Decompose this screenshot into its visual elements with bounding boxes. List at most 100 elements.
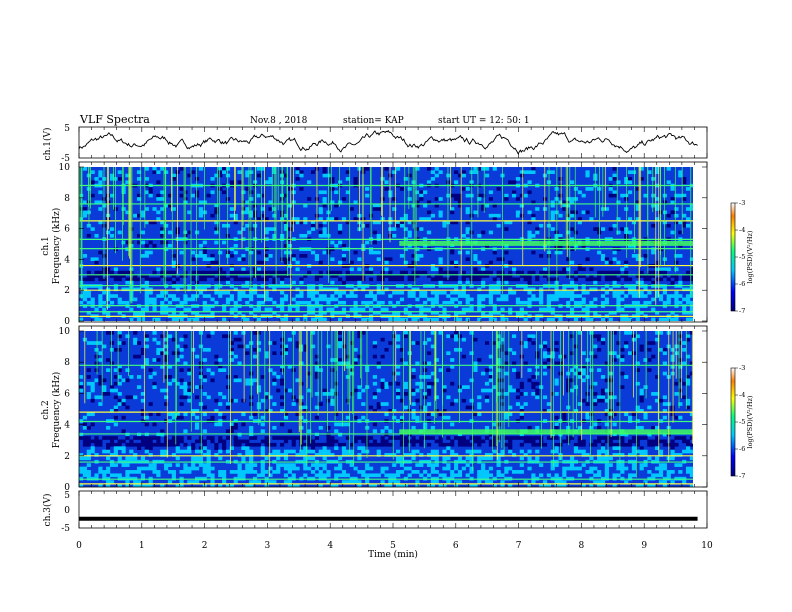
spectrogram-cell — [357, 331, 362, 335]
ch3-ytick-top: 5 — [64, 491, 70, 501]
spectrogram-cell — [566, 197, 571, 201]
spectrogram-cell — [689, 473, 693, 478]
spectrogram-cell — [635, 405, 640, 410]
spectrogram-cell — [682, 197, 687, 201]
spectrogram-cell — [492, 385, 497, 389]
spectrogram-cell — [102, 388, 107, 393]
spectrogram-cell — [198, 254, 204, 258]
spectrogram-cell — [477, 405, 482, 410]
spectrogram-cell — [237, 439, 242, 444]
spectrogram-cell — [187, 381, 192, 386]
spectrogram-cell — [473, 277, 478, 282]
spectrogram-cell — [136, 466, 142, 471]
spectrogram-cell — [589, 412, 594, 417]
spectrogram-cell — [372, 483, 377, 487]
spectrogram-cell — [508, 260, 513, 265]
spectrogram-cell — [678, 364, 683, 369]
spectrogram-cell — [361, 287, 366, 292]
spectrogram-cell — [86, 436, 91, 440]
spectrogram-cell — [241, 456, 246, 461]
spectrogram-cell — [662, 480, 667, 484]
spectrogram-cell — [167, 244, 173, 248]
spectrogram-cell — [98, 395, 103, 400]
spectrogram-cell — [129, 317, 134, 321]
spectrogram-cell — [82, 254, 88, 258]
spectrogram-cell — [608, 177, 613, 181]
spectrogram-cell — [678, 170, 683, 174]
spectrogram-cell — [488, 442, 493, 447]
spectrogram-cell — [171, 254, 176, 258]
spectrogram-cell — [519, 409, 524, 413]
spectrogram-cell — [361, 473, 366, 478]
spectrogram-cell — [689, 466, 693, 471]
spectrogram-cell — [372, 442, 377, 447]
spectrogram-cell — [396, 310, 401, 315]
spectrogram-cell — [573, 197, 579, 201]
spectrogram-cell — [635, 290, 640, 295]
spectrogram-cell — [210, 274, 215, 278]
spectrogram-cell — [446, 456, 451, 461]
spectrogram-cell — [473, 449, 478, 454]
spectrogram-cell — [519, 405, 524, 410]
spectrogram-cell — [519, 392, 524, 396]
spectrogram-cell — [396, 470, 401, 474]
spectrogram-cell — [674, 274, 679, 278]
spectrogram-cell — [685, 287, 691, 292]
spectrogram-cell — [450, 381, 455, 386]
spectrogram-cell — [477, 270, 482, 275]
spectrogram-cell — [264, 230, 269, 235]
spectrogram-cell — [210, 254, 215, 258]
spectrogram-cell — [210, 436, 215, 440]
spectrogram-cell — [396, 364, 401, 369]
spectrogram-cell — [504, 317, 509, 321]
spectrogram-cell — [191, 297, 196, 302]
spectrogram-cell — [655, 197, 660, 201]
spectrogram-cell — [167, 300, 173, 305]
spectrogram-cell — [102, 300, 107, 305]
spectrogram-cell — [210, 190, 215, 195]
spectrogram-cell — [396, 220, 401, 225]
spectrogram-cell — [164, 436, 169, 440]
spectrogram-cell — [229, 351, 234, 356]
spectrogram-cell — [631, 294, 637, 298]
spectrogram-cell — [117, 274, 122, 278]
spectrogram-cell — [573, 210, 579, 215]
spectrogram-cell — [678, 415, 683, 420]
spectrogram-cell — [624, 317, 629, 321]
spectrogram-cell — [399, 463, 405, 467]
spectrogram-cell — [318, 274, 323, 278]
spectrogram-cell — [283, 388, 289, 393]
spectrogram-cell — [353, 180, 358, 185]
spectrogram-cell — [256, 260, 262, 265]
spectrogram-cell — [353, 310, 358, 315]
spectrogram-cell — [651, 439, 656, 444]
spectrogram-cell — [276, 375, 281, 379]
spectrogram-cell — [303, 347, 308, 352]
spectrogram-cell — [608, 371, 613, 376]
spectrogram-cell — [345, 170, 350, 174]
spectrogram-cell — [241, 294, 246, 298]
spectrogram-cell — [694, 167, 698, 171]
spectrogram-cell — [527, 466, 532, 471]
spectrogram-cell — [90, 381, 95, 386]
spectrogram-cell — [508, 290, 513, 295]
spectrogram-cell — [670, 470, 675, 474]
spectrogram-cell — [651, 297, 656, 302]
spectrogram-cell — [600, 398, 606, 403]
spectrogram-cell — [434, 453, 439, 457]
spectrogram-cell — [338, 223, 343, 228]
spectrogram-cell — [210, 480, 215, 484]
spectrogram-cell — [345, 294, 350, 298]
spectrogram-cell — [585, 257, 590, 262]
spectrogram-cell — [682, 177, 687, 181]
spectrogram-cell — [117, 439, 122, 444]
spectrogram-cell — [380, 442, 385, 447]
spectrogram-cell — [256, 217, 262, 221]
spectrogram-cell — [338, 290, 343, 295]
spectrogram-cell — [136, 233, 142, 238]
spectrogram-cell — [218, 483, 223, 487]
spectrogram-cell — [384, 187, 389, 191]
spectrogram-cell — [531, 439, 536, 444]
spectrogram-cell — [218, 187, 223, 191]
spectrogram-cell — [380, 290, 385, 295]
